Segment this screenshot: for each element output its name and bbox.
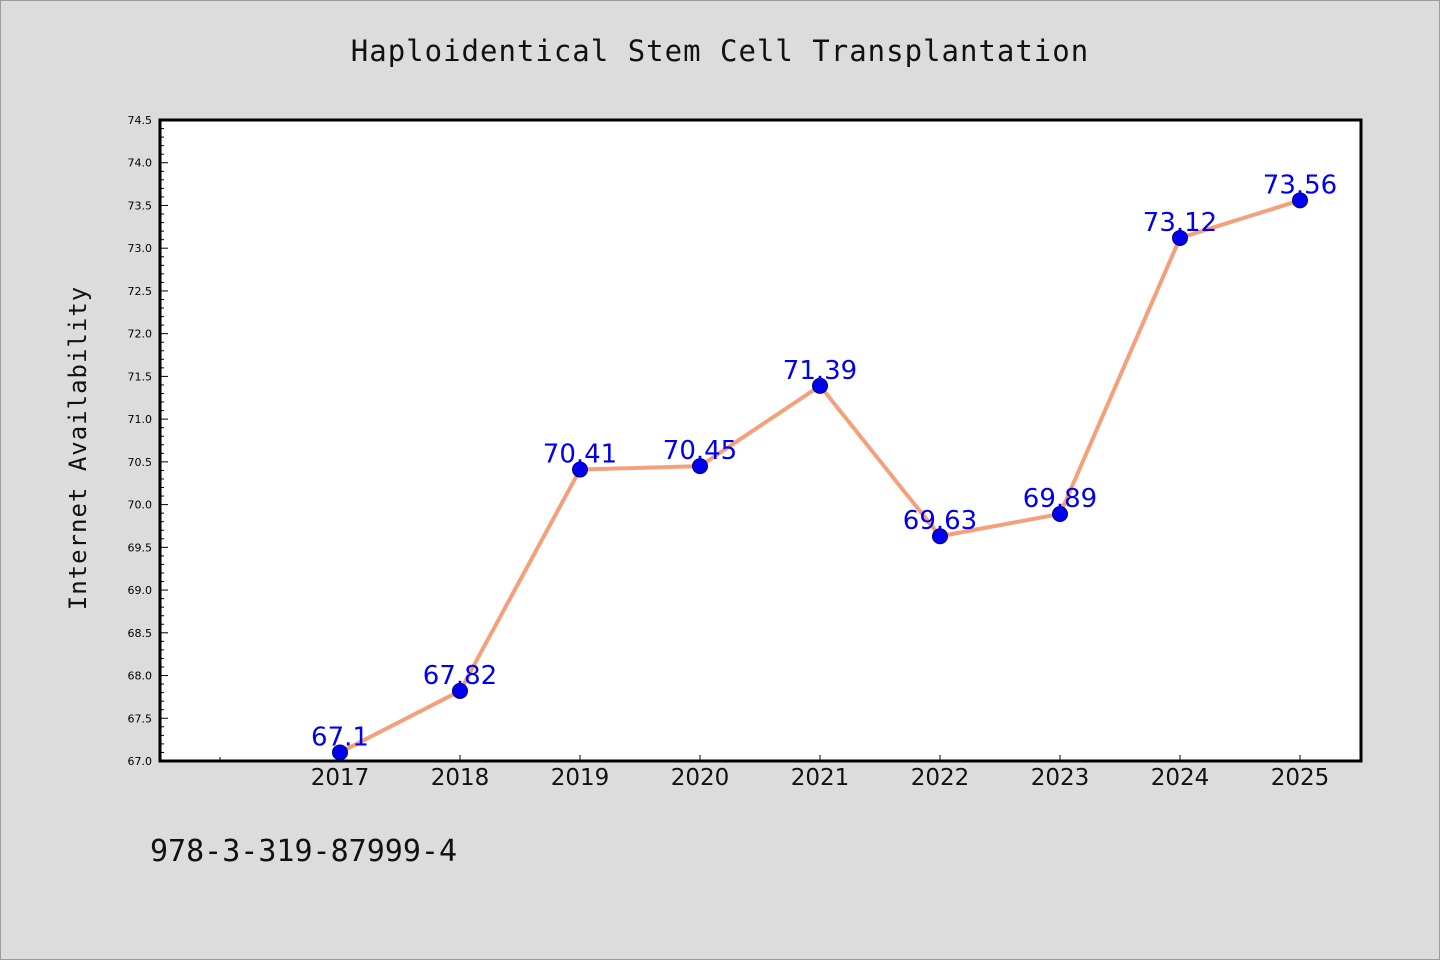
y-tick-label: 69.0 (128, 584, 153, 597)
y-tick-label: 71.5 (128, 370, 153, 383)
data-label: 73.12 (1143, 208, 1217, 238)
x-tick-label: 2020 (671, 765, 730, 791)
y-tick-label: 67.5 (128, 712, 153, 725)
y-tick-label: 73.5 (128, 199, 153, 212)
data-label: 73.56 (1263, 170, 1337, 200)
data-point (1172, 229, 1188, 246)
y-tick-label: 74.5 (128, 114, 153, 127)
series-group: 67.1 67.82 70.41 70.45 71.39 69.63 69.89 73.12 7… (311, 170, 1337, 761)
x-tick-label: 2022 (911, 765, 970, 791)
data-label: 69.89 (1023, 484, 1097, 514)
data-label: 71.39 (783, 356, 857, 386)
data-point (692, 458, 708, 475)
x-tick-label: 2023 (1031, 765, 1090, 791)
y-tick-label: 74.0 (128, 157, 153, 170)
data-point (1292, 192, 1308, 209)
data-label: 67.82 (423, 661, 497, 691)
plot-background (160, 120, 1361, 761)
y-tick-label: 68.0 (128, 670, 153, 683)
data-point (812, 377, 828, 394)
y-tick-label: 70.0 (128, 499, 153, 512)
x-tick-label: 2019 (551, 765, 610, 791)
footer-code: 978-3-319-87999-4 (150, 834, 458, 869)
data-point (932, 528, 948, 545)
x-tick-label: 2018 (431, 765, 490, 791)
data-point (452, 682, 468, 699)
x-axis: 2017 2018 2019 2020 2021 2022 2023 2024 2025 (219, 755, 1330, 791)
data-label: 70.41 (543, 440, 617, 470)
data-point (572, 461, 588, 478)
y-tick-label: 69.5 (128, 541, 153, 554)
data-point (1052, 506, 1068, 523)
data-label: 70.45 (663, 436, 737, 466)
y-tick-label: 68.5 (128, 627, 153, 640)
x-tick-label: 2017 (311, 765, 370, 791)
y-tick-label: 72.5 (128, 285, 153, 298)
y-tick-label: 70.5 (128, 456, 153, 469)
x-tick-label: 2024 (1151, 765, 1210, 791)
plot-border (158, 118, 1363, 763)
y-tick-label: 71.0 (128, 413, 153, 426)
chart-title: Haploidentical Stem Cell Transplantation (350, 34, 1090, 68)
y-tick-label: 67.0 (128, 755, 153, 768)
y-tick-label: 72.0 (128, 328, 153, 341)
x-tick-label: 2021 (791, 765, 850, 791)
y-tick-label: 73.0 (128, 242, 153, 255)
x-tick-label: 2025 (1271, 765, 1330, 791)
data-label: 69.63 (903, 506, 977, 536)
data-label: 67.1 (311, 722, 369, 752)
